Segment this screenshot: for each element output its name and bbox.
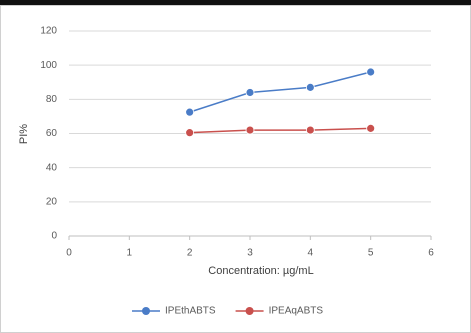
y-tick-label: 100: [40, 60, 57, 71]
series-line: [189, 71, 371, 113]
x-tick-label: 3: [247, 248, 253, 259]
x-tick-label: 5: [368, 248, 374, 259]
top-bar: [0, 0, 471, 5]
data-point: [305, 82, 315, 92]
x-tick-label: 6: [428, 248, 434, 259]
legend-marker: [142, 307, 150, 315]
y-tick-label: 120: [40, 26, 57, 37]
x-tick-label: 1: [127, 248, 133, 259]
legend-label: IPEAqABTS: [269, 306, 324, 317]
x-tick-label: 0: [66, 248, 72, 259]
data-point: [245, 125, 255, 135]
y-tick-label: 40: [46, 162, 58, 173]
legend-label: IPEthABTS: [165, 306, 216, 317]
y-axis-title: PI%: [18, 124, 30, 144]
x-tick-label: 2: [187, 248, 193, 259]
y-tick-label: 20: [46, 196, 58, 207]
data-point: [185, 107, 195, 117]
legend-marker: [245, 307, 254, 315]
x-tick-label: 4: [308, 248, 314, 259]
data-point: [305, 125, 315, 135]
y-tick-label: 0: [51, 231, 57, 242]
data-point: [366, 123, 376, 133]
y-tick-label: 60: [46, 128, 58, 139]
x-axis-title: Concentration: µg/mL: [208, 265, 313, 277]
data-point: [245, 88, 255, 97]
series-line: [189, 127, 371, 134]
data-point: [366, 67, 376, 77]
y-tick-label: 80: [46, 94, 58, 105]
data-point: [185, 128, 195, 138]
